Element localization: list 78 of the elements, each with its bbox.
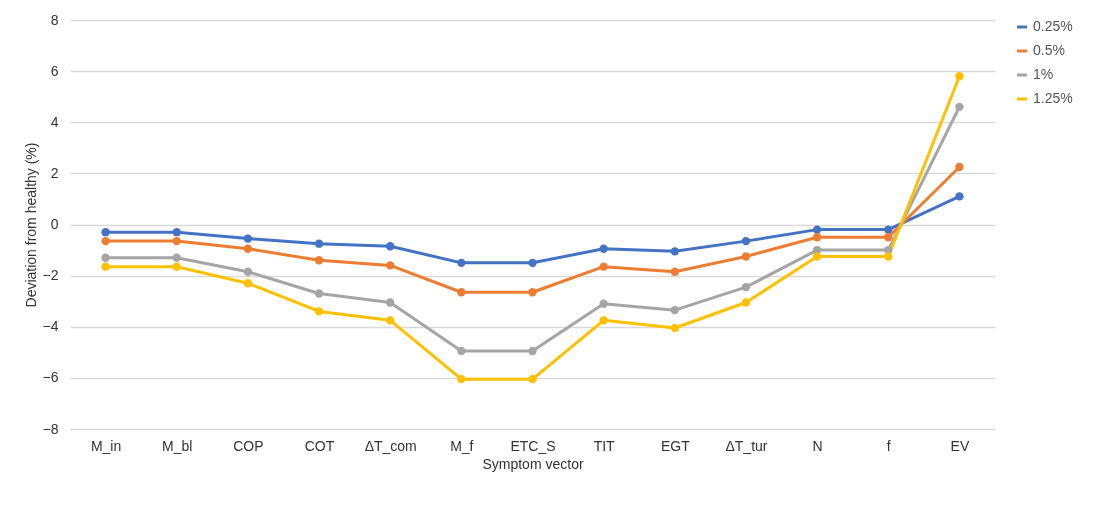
point	[101, 262, 110, 271]
point	[599, 262, 608, 271]
x-tick-label: ETC_S	[510, 437, 556, 454]
x-tick-label: COT	[304, 437, 335, 454]
point	[884, 233, 893, 242]
point	[670, 247, 679, 256]
x-axis-title: Symptom vector	[482, 455, 584, 472]
point	[599, 299, 608, 308]
point	[955, 72, 964, 81]
point	[528, 374, 537, 384]
y-tick-label: 6	[50, 62, 59, 79]
y-tick-label: −4	[42, 318, 59, 335]
point	[457, 258, 466, 268]
x-tick-label: ΔT_tur	[725, 437, 768, 454]
x-tick-label: M_bl	[162, 437, 193, 454]
y-tick-label: 0	[50, 216, 59, 232]
point	[955, 162, 964, 172]
point	[884, 225, 893, 234]
point	[528, 258, 537, 268]
point	[314, 289, 324, 298]
point	[172, 253, 181, 262]
point	[101, 227, 110, 237]
point	[528, 346, 537, 356]
legend-label: 1%	[1033, 66, 1054, 82]
x-tick-label: TIT	[593, 437, 616, 454]
point	[314, 239, 324, 248]
point	[670, 267, 679, 276]
point	[812, 233, 822, 242]
point	[670, 323, 679, 333]
point	[528, 288, 537, 297]
point	[812, 252, 822, 261]
point	[670, 305, 679, 315]
point	[172, 262, 181, 271]
point	[741, 298, 751, 307]
point	[172, 236, 181, 246]
point	[314, 307, 324, 316]
point	[386, 298, 395, 307]
point	[243, 267, 253, 276]
y-tick-label: 4	[50, 113, 59, 130]
x-tick-label: EV	[950, 437, 970, 454]
point	[243, 234, 253, 243]
x-tick-label: N	[812, 437, 823, 454]
point	[955, 192, 964, 201]
point	[314, 256, 324, 265]
point	[741, 236, 751, 246]
point	[386, 261, 395, 270]
point	[884, 252, 893, 261]
point	[955, 102, 964, 112]
point	[386, 242, 395, 251]
point	[101, 253, 110, 262]
point	[812, 225, 822, 234]
point	[172, 227, 181, 237]
y-tick-label: −2	[42, 267, 59, 284]
x-tick-label: COP	[233, 437, 264, 454]
point	[741, 282, 751, 292]
legend-label: 0.25%	[1033, 18, 1073, 34]
point	[599, 316, 608, 325]
y-tick-label: −8	[42, 420, 59, 437]
point	[457, 288, 466, 297]
x-tick-label: EGT	[660, 437, 691, 454]
point	[101, 236, 110, 246]
x-tick-label: ΔT_com	[364, 437, 417, 454]
y-tick-label: −6	[42, 369, 59, 386]
point	[599, 244, 608, 253]
x-tick-label: M_f	[450, 437, 474, 454]
point	[243, 279, 253, 288]
x-tick-label: M_in	[90, 437, 122, 454]
y-tick-label: 2	[50, 164, 59, 181]
y-axis-title: Deviation from healthy (%)	[22, 142, 39, 308]
point	[457, 346, 466, 356]
point	[243, 244, 253, 253]
point	[457, 374, 466, 384]
x-tick-label: f	[886, 437, 891, 454]
legend-label: 1.25%	[1033, 90, 1073, 106]
point	[741, 252, 751, 261]
legend-label: 0.5%	[1033, 42, 1065, 58]
point	[386, 316, 395, 325]
y-tick-label: 8	[50, 11, 59, 28]
